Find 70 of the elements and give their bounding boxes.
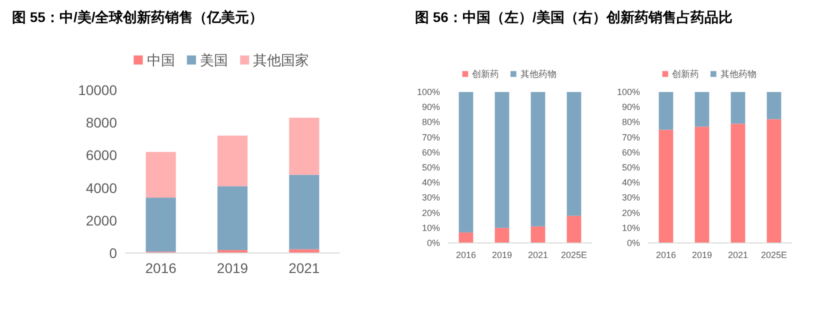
legend-label: 其他药物 [520,69,556,79]
legend-label: 创新药 [672,69,700,79]
bar [694,92,710,127]
legend-label: 创新药 [472,69,500,79]
bar [766,119,782,243]
y-tick-label: 8000 [86,114,118,131]
y-tick-label: 20% [622,208,640,218]
y-tick-label: 4000 [86,180,118,196]
bar [730,124,746,243]
y-tick-label: 70% [422,132,440,142]
bar [766,92,782,120]
y-tick-label: 10000 [78,82,118,98]
bar [458,92,474,232]
bar [217,136,248,186]
y-tick-label: 0% [626,238,640,248]
x-tick-label: 2016 [656,250,676,260]
bar [494,92,510,228]
bar [289,118,320,175]
y-tick-label: 40% [422,178,440,188]
y-tick-label: 80% [422,117,440,128]
legend-label: 其他药物 [720,69,756,79]
y-tick-label: 30% [422,192,440,203]
y-tick-label: 50% [622,162,640,172]
y-tick-label: 60% [622,147,640,158]
x-tick-label: 2019 [692,250,712,260]
x-tick-label: 2016 [456,250,476,260]
y-tick-label: 90% [622,102,640,112]
bar [566,216,582,243]
x-tick-label: 2021 [728,250,748,260]
y-tick-label: 40% [622,178,640,188]
x-tick-label: 2019 [216,260,248,276]
bar [217,186,248,250]
bar [530,226,546,243]
bar [146,198,176,252]
y-tick-label: 20% [422,208,440,218]
bar [566,92,582,216]
y-tick-label: 80% [622,117,640,128]
x-tick-label: 2016 [145,260,177,276]
bar [658,130,674,243]
legend-label: 其他国家 [253,52,310,68]
y-tick-label: 2000 [86,212,118,228]
legend-label: 美国 [200,52,228,68]
bar [458,232,474,243]
y-tick-label: 0% [426,238,440,248]
bar [146,152,176,198]
bar [530,92,546,226]
bar [494,228,510,243]
bar [694,126,710,243]
y-tick-label: 6000 [86,147,118,164]
y-tick-label: 60% [422,147,440,158]
y-tick-label: 50% [422,162,440,172]
x-tick-label: 2019 [492,250,512,260]
chart-title: 图 55：中/美/全球创新药销售（亿美元） [12,9,264,25]
x-tick-label: 2021 [288,260,320,276]
y-tick-label: 70% [622,132,640,142]
y-tick-label: 0 [109,245,118,261]
y-tick-label: 90% [422,102,440,112]
bar [289,174,320,250]
y-tick-label: 100% [416,87,440,97]
y-tick-label: 30% [622,192,640,203]
y-tick-label: 10% [422,222,440,233]
bar [658,92,674,130]
x-tick-label: 2021 [528,250,548,260]
chart-title: 图 56：中国（左）/美国（右）创新药销售占药品比 [415,9,732,25]
legend-label: 中国 [146,52,175,68]
y-tick-label: 100% [616,87,640,97]
y-tick-label: 10% [622,222,640,233]
x-tick-label: 2025E [760,250,788,260]
x-tick-label: 2025E [560,250,588,260]
bar [730,92,746,124]
